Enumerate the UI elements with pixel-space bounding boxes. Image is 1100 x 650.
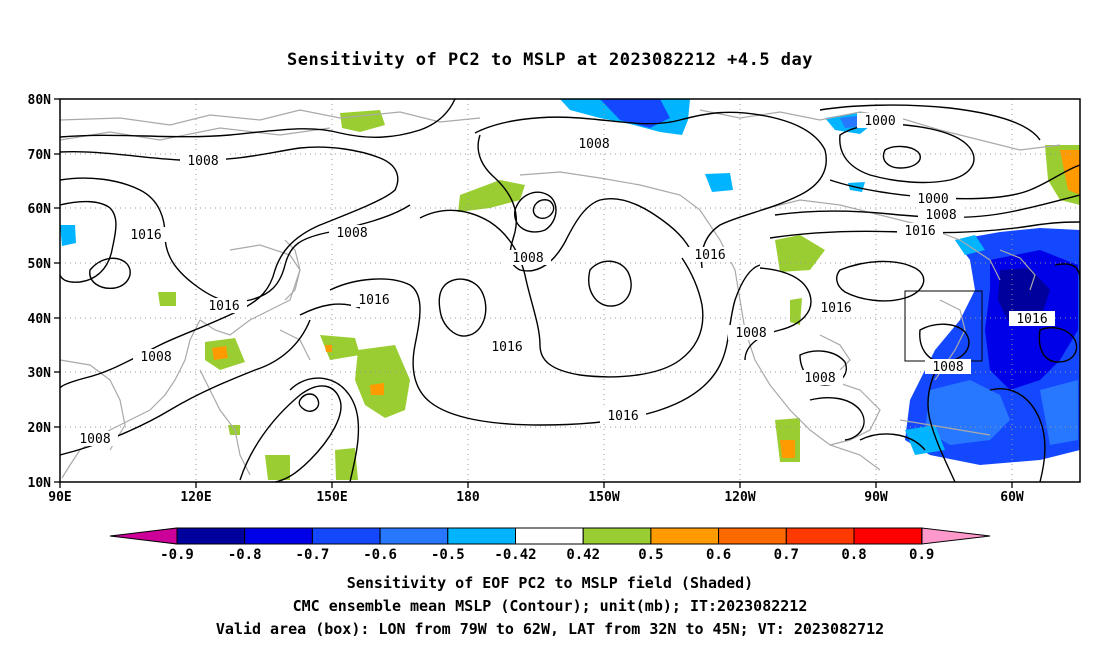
page-title: Sensitivity of PC2 to MSLP at 2023082212… — [286, 50, 813, 70]
lat-tick-label: 70N — [28, 148, 52, 163]
contour-label: 1008 — [140, 350, 171, 365]
grid-lines — [60, 99, 1080, 482]
colorbar-swatch — [582, 527, 652, 545]
contour-label: 1000 — [917, 192, 948, 207]
colorbar-swatch — [311, 527, 381, 545]
contour-label: 1008 — [804, 371, 835, 386]
contour-label: 1008 — [512, 251, 543, 266]
lon-tick-label: 120E — [180, 490, 211, 505]
lat-tick-label: 30N — [28, 366, 52, 381]
colorbar-high-end — [921, 527, 991, 545]
contour-label: 1008 — [79, 432, 110, 447]
contour-label: 1008 — [578, 137, 609, 152]
contour-label: 1016 — [1016, 312, 1047, 327]
colorbar-label: -0.9 — [160, 547, 194, 563]
contour-label: 1016 — [491, 340, 522, 355]
contour-label: 1016 — [130, 228, 161, 243]
contour-label: 1008 — [925, 208, 956, 223]
contour-label: 1008 — [187, 154, 218, 169]
colorbar-label: 0.5 — [638, 547, 663, 563]
lat-tick-label: 80N — [28, 93, 52, 108]
colorbar-swatch — [379, 527, 449, 545]
colorbar-label: -0.42 — [494, 547, 536, 563]
colorbar-swatch — [244, 527, 313, 545]
lat-tick-label: 60N — [28, 202, 52, 217]
lon-tick-label: 90W — [864, 490, 888, 505]
contour-label: 1016 — [694, 248, 725, 263]
lat-tick-label: 10N — [28, 476, 52, 491]
contour-labels: 1008 1008 1016 1016 1008 1016 1008 1016 … — [72, 113, 1055, 447]
lat-tick-label: 20N — [28, 421, 52, 436]
lon-tick-label: 150W — [588, 490, 619, 505]
footer-line-3: Valid area (box): LON from 79W to 62W, L… — [215, 620, 885, 638]
colorbar-label: 0.42 — [566, 547, 600, 563]
lat-tick-label: 40N — [28, 312, 52, 327]
colorbar-swatch — [853, 527, 923, 545]
lon-tick-label: 150E — [316, 490, 347, 505]
lon-tick-label: 120W — [724, 490, 755, 505]
colorbar-label: -0.8 — [228, 547, 262, 563]
axis-ticks — [54, 98, 1013, 488]
lon-tick-label: 180 — [456, 490, 480, 505]
colorbar-swatch — [447, 527, 516, 545]
contour-label: 1016 — [607, 409, 638, 424]
lat-tick-label: 50N — [28, 257, 52, 272]
colorbar-swatch — [785, 527, 855, 545]
contour-label: 1016 — [904, 224, 935, 239]
map-frame — [59, 98, 1081, 483]
colorbar-label: 0.9 — [909, 547, 934, 563]
colorbar-label: -0.6 — [363, 547, 397, 563]
colorbar-swatch — [718, 527, 787, 545]
colorbar-label: 0.7 — [774, 547, 799, 563]
contour-label: 1016 — [820, 301, 851, 316]
colorbar: -0.9 -0.8 -0.7 -0.6 -0.5 -0.42 0.42 0.5 0.6 0.7 0.… — [109, 527, 991, 563]
lon-tick-labels: 90E 120E 150E 180 150W 120W 90W 60W — [48, 490, 1024, 505]
contour-label: 1016 — [208, 299, 239, 314]
lon-tick-label: 60W — [1000, 490, 1024, 505]
colorbar-label: -0.5 — [431, 547, 465, 563]
lat-tick-labels: 80N 70N 60N 50N 40N 30N 20N 10N — [28, 93, 52, 491]
contour-label: 1008 — [735, 326, 766, 341]
sensitivity-shading — [60, 99, 1080, 480]
footer-line-1: Sensitivity of EOF PC2 to MSLP field (Sh… — [346, 574, 754, 592]
footer-line-2: CMC ensemble mean MSLP (Contour); unit(m… — [292, 597, 808, 615]
colorbar-swatch — [650, 527, 720, 545]
colorbar-label: 0.8 — [841, 547, 866, 563]
colorbar-label: 0.6 — [706, 547, 731, 563]
contour-label: 1008 — [932, 360, 963, 375]
colorbar-swatch — [176, 527, 246, 545]
colorbar-swatch — [515, 527, 584, 545]
lon-tick-label: 90E — [48, 490, 71, 505]
colorbar-low-end — [109, 527, 178, 545]
colorbar-label: -0.7 — [296, 547, 330, 563]
contour-label: 1008 — [336, 226, 367, 241]
contour-label: 1000 — [864, 114, 895, 129]
contour-label: 1016 — [358, 293, 389, 308]
